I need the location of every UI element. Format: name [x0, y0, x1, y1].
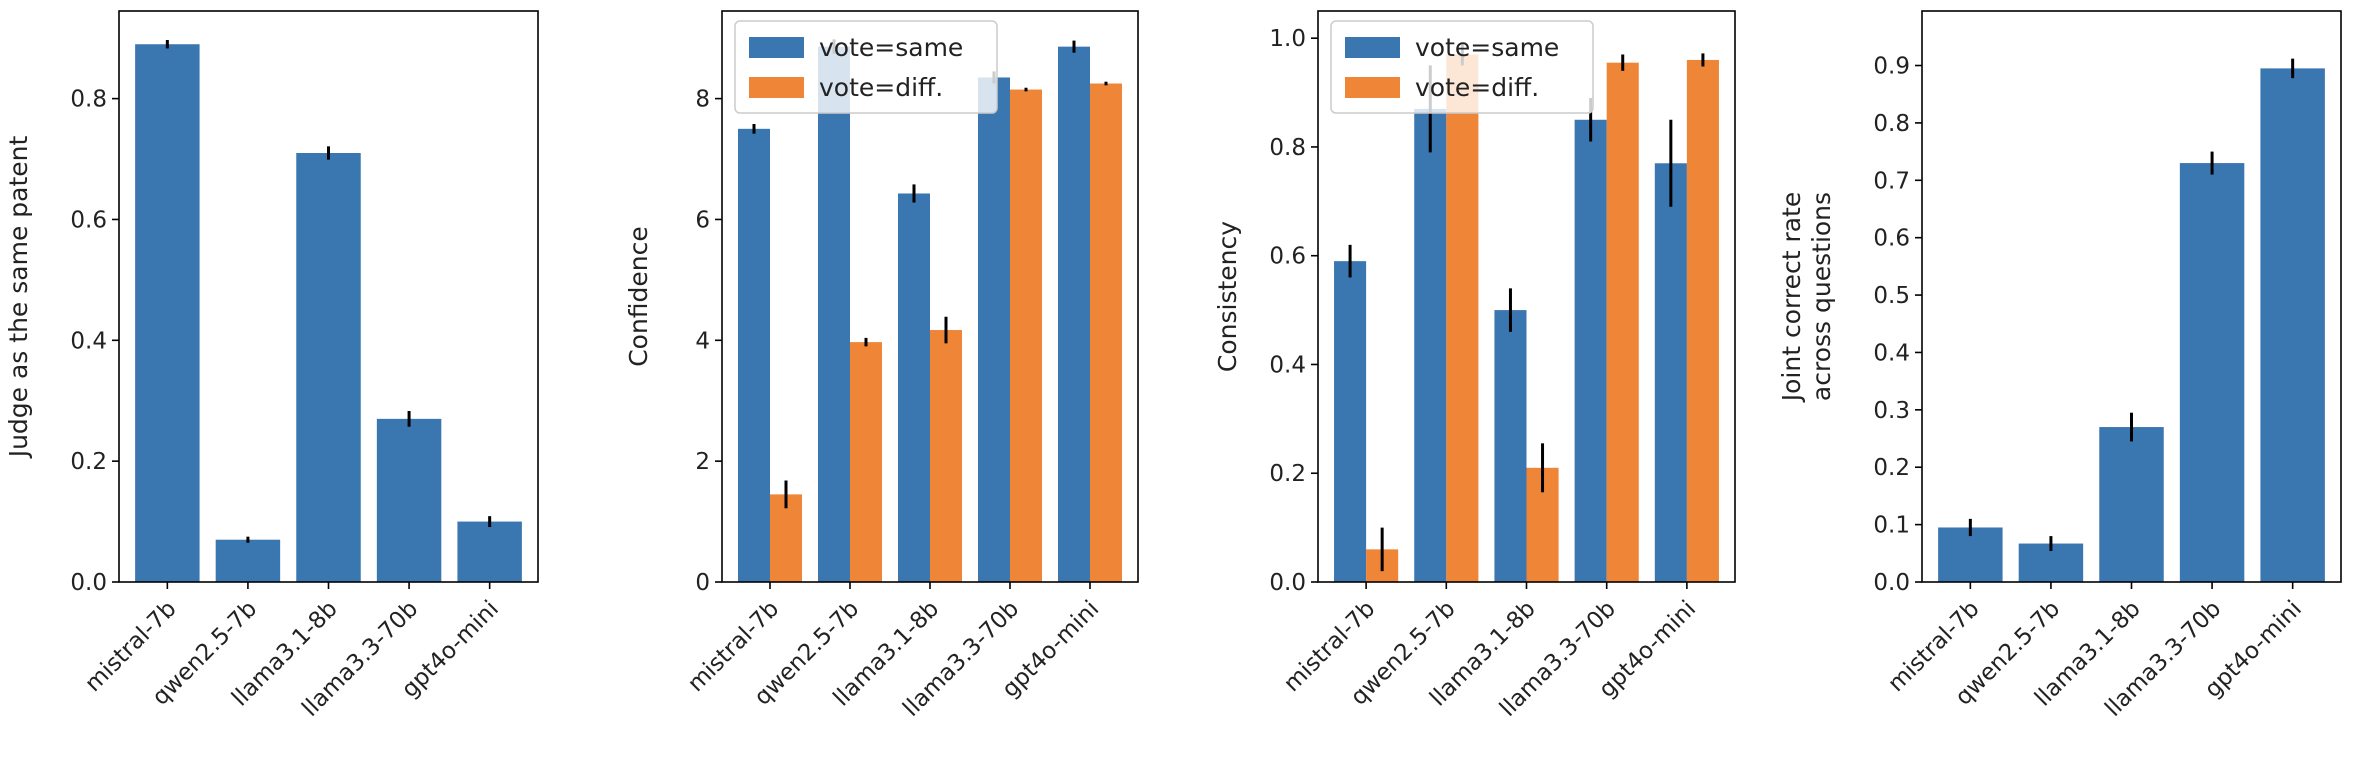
bar-series1-llama3.1-8b	[1494, 310, 1527, 582]
y-tick-label: 0.0	[1269, 570, 1306, 596]
y-tick-label: 2	[695, 449, 710, 475]
bar-series1-llama3.3-70b	[1574, 119, 1607, 582]
legend-swatch	[1345, 77, 1400, 98]
y-tick-label: 0.3	[1873, 398, 1910, 424]
bar-series1-llama3.3-70b	[2179, 163, 2245, 582]
y-tick-label: 0.8	[1873, 111, 1910, 137]
legend-swatch	[1345, 37, 1400, 58]
bar-series2-llama3.3-70b	[1606, 62, 1639, 582]
chart-2: 02468mistral-7bqwen2.5-7bllama3.1-8bllam…	[624, 10, 1139, 722]
legend-swatch	[749, 77, 804, 98]
bar-series1-llama3.1-8b	[296, 152, 361, 583]
bar-series2-llama3.1-8b	[930, 330, 962, 582]
y-tick-label: 0.6	[1873, 226, 1910, 252]
bar-series2-llama3.3-70b	[1010, 89, 1042, 582]
y-tick-label: 0.6	[1269, 244, 1306, 270]
y-tick-label: 0.4	[1873, 340, 1910, 366]
y-axis-label: Confidence	[624, 226, 653, 367]
bar-series1-llama3.3-70b	[978, 77, 1010, 582]
y-tick-label: 0.6	[70, 207, 107, 233]
bar-series1-gpt4o-mini	[1058, 46, 1090, 583]
bar-series1-qwen2.5-7b	[1414, 108, 1447, 582]
y-axis-label: Consistency	[1213, 221, 1242, 372]
y-tick-label: 0	[695, 570, 710, 596]
chart-4: 0.00.10.20.30.40.50.60.70.80.9mistral-7b…	[1777, 10, 2342, 722]
y-tick-label: 0.1	[1873, 513, 1910, 539]
y-tick-label: 0.0	[70, 570, 107, 596]
y-tick-label: 0.4	[70, 328, 107, 354]
legend-label: vote=same	[819, 33, 963, 62]
y-tick-label: 0.0	[1873, 570, 1910, 596]
bar-series2-qwen2.5-7b	[850, 342, 882, 582]
legend-label: vote=same	[1415, 33, 1559, 62]
bar-series1-mistral-7b	[1334, 261, 1367, 582]
bar-series1-qwen2.5-7b	[818, 46, 850, 583]
bar-series2-gpt4o-mini	[1090, 83, 1122, 582]
bar-series1-gpt4o-mini	[457, 521, 522, 582]
y-tick-label: 0.8	[70, 87, 107, 113]
bar-series1-mistral-7b	[135, 44, 200, 583]
bar-series2-gpt4o-mini	[1686, 59, 1719, 582]
legend-label: vote=diff.	[819, 73, 943, 102]
bar-series1-gpt4o-mini	[2260, 68, 2325, 582]
y-tick-label: 0.7	[1873, 168, 1910, 194]
y-axis-label-line: Joint correct rate	[1777, 192, 1806, 403]
bar-series2-qwen2.5-7b	[1446, 54, 1479, 582]
bar-series1-qwen2.5-7b	[215, 539, 281, 582]
y-tick-label: 0.8	[1269, 135, 1306, 161]
y-axis-label-line: across questions	[1807, 192, 1836, 401]
y-tick-label: 6	[695, 207, 710, 233]
bar-series1-mistral-7b	[1938, 527, 2003, 582]
y-tick-label: 1.0	[1269, 26, 1306, 52]
y-tick-label: 0.9	[1873, 54, 1910, 80]
bar-series1-gpt4o-mini	[1654, 163, 1687, 582]
chart-3: 0.00.20.40.60.81.0mistral-7bqwen2.5-7bll…	[1213, 10, 1736, 722]
y-tick-label: 0.5	[1873, 283, 1910, 309]
bar-series1-llama3.1-8b	[898, 193, 930, 582]
bar-series1-llama3.1-8b	[2099, 427, 2164, 582]
y-tick-label: 0.2	[70, 449, 107, 475]
y-axis-label: Judge as the same patent	[4, 136, 33, 460]
y-tick-label: 8	[695, 87, 710, 113]
legend-swatch	[749, 37, 804, 58]
chart-1: 0.00.20.40.60.8mistral-7bqwen2.5-7bllama…	[4, 10, 539, 722]
legend-label: vote=diff.	[1415, 73, 1539, 102]
y-tick-label: 0.2	[1269, 461, 1306, 487]
bar-series2-mistral-7b	[770, 494, 802, 582]
y-tick-label: 0.4	[1269, 352, 1306, 378]
y-tick-label: 0.2	[1873, 455, 1910, 481]
y-axis-label: Joint correct rateacross questions	[1777, 192, 1836, 403]
y-tick-label: 4	[695, 328, 710, 354]
bar-series1-llama3.3-70b	[376, 418, 442, 582]
bar-series1-mistral-7b	[738, 128, 770, 583]
